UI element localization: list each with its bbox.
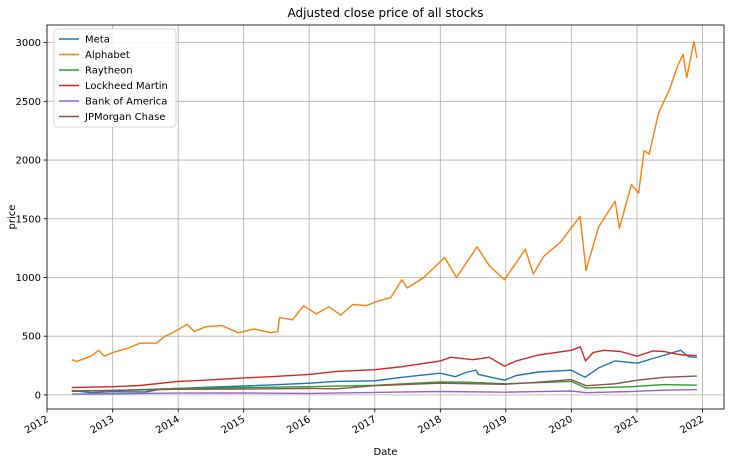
series-line-alphabet (71, 40, 698, 363)
legend-label: Bank of America (85, 97, 167, 108)
legend-label: JPMorgan Chase (84, 112, 165, 123)
series-line-raytheon (71, 380, 697, 392)
y-tick-label: 2500 (16, 97, 41, 108)
chart-title: Adjusted close price of all stocks (287, 6, 483, 20)
y-tick-label: 2000 (16, 156, 41, 167)
series-line-jpmorgan-chase (71, 375, 697, 393)
legend-label: Lockheed Martin (85, 81, 168, 92)
series-line-bank-of-america (71, 388, 697, 395)
x-axis-title: Date (374, 447, 398, 458)
y-axis-title: price (7, 205, 18, 230)
y-tick-label: 1500 (16, 214, 41, 225)
legend-label: Raytheon (85, 66, 133, 77)
y-tick-label: 500 (22, 332, 41, 343)
y-tick-label: 3000 (16, 38, 41, 49)
y-tick-label: 0 (35, 390, 41, 401)
series-lines (71, 40, 698, 395)
legend-frame (53, 28, 177, 128)
series-line-lockheed-martin (71, 346, 697, 389)
plot-frame (46, 24, 725, 410)
legend: Meta Alphabet Raytheon Lockheed Martin Bank … (53, 28, 177, 128)
y-tick-label: 1000 (16, 273, 41, 284)
legend-label: Meta (85, 35, 110, 46)
legend-label: Alphabet (85, 50, 130, 61)
